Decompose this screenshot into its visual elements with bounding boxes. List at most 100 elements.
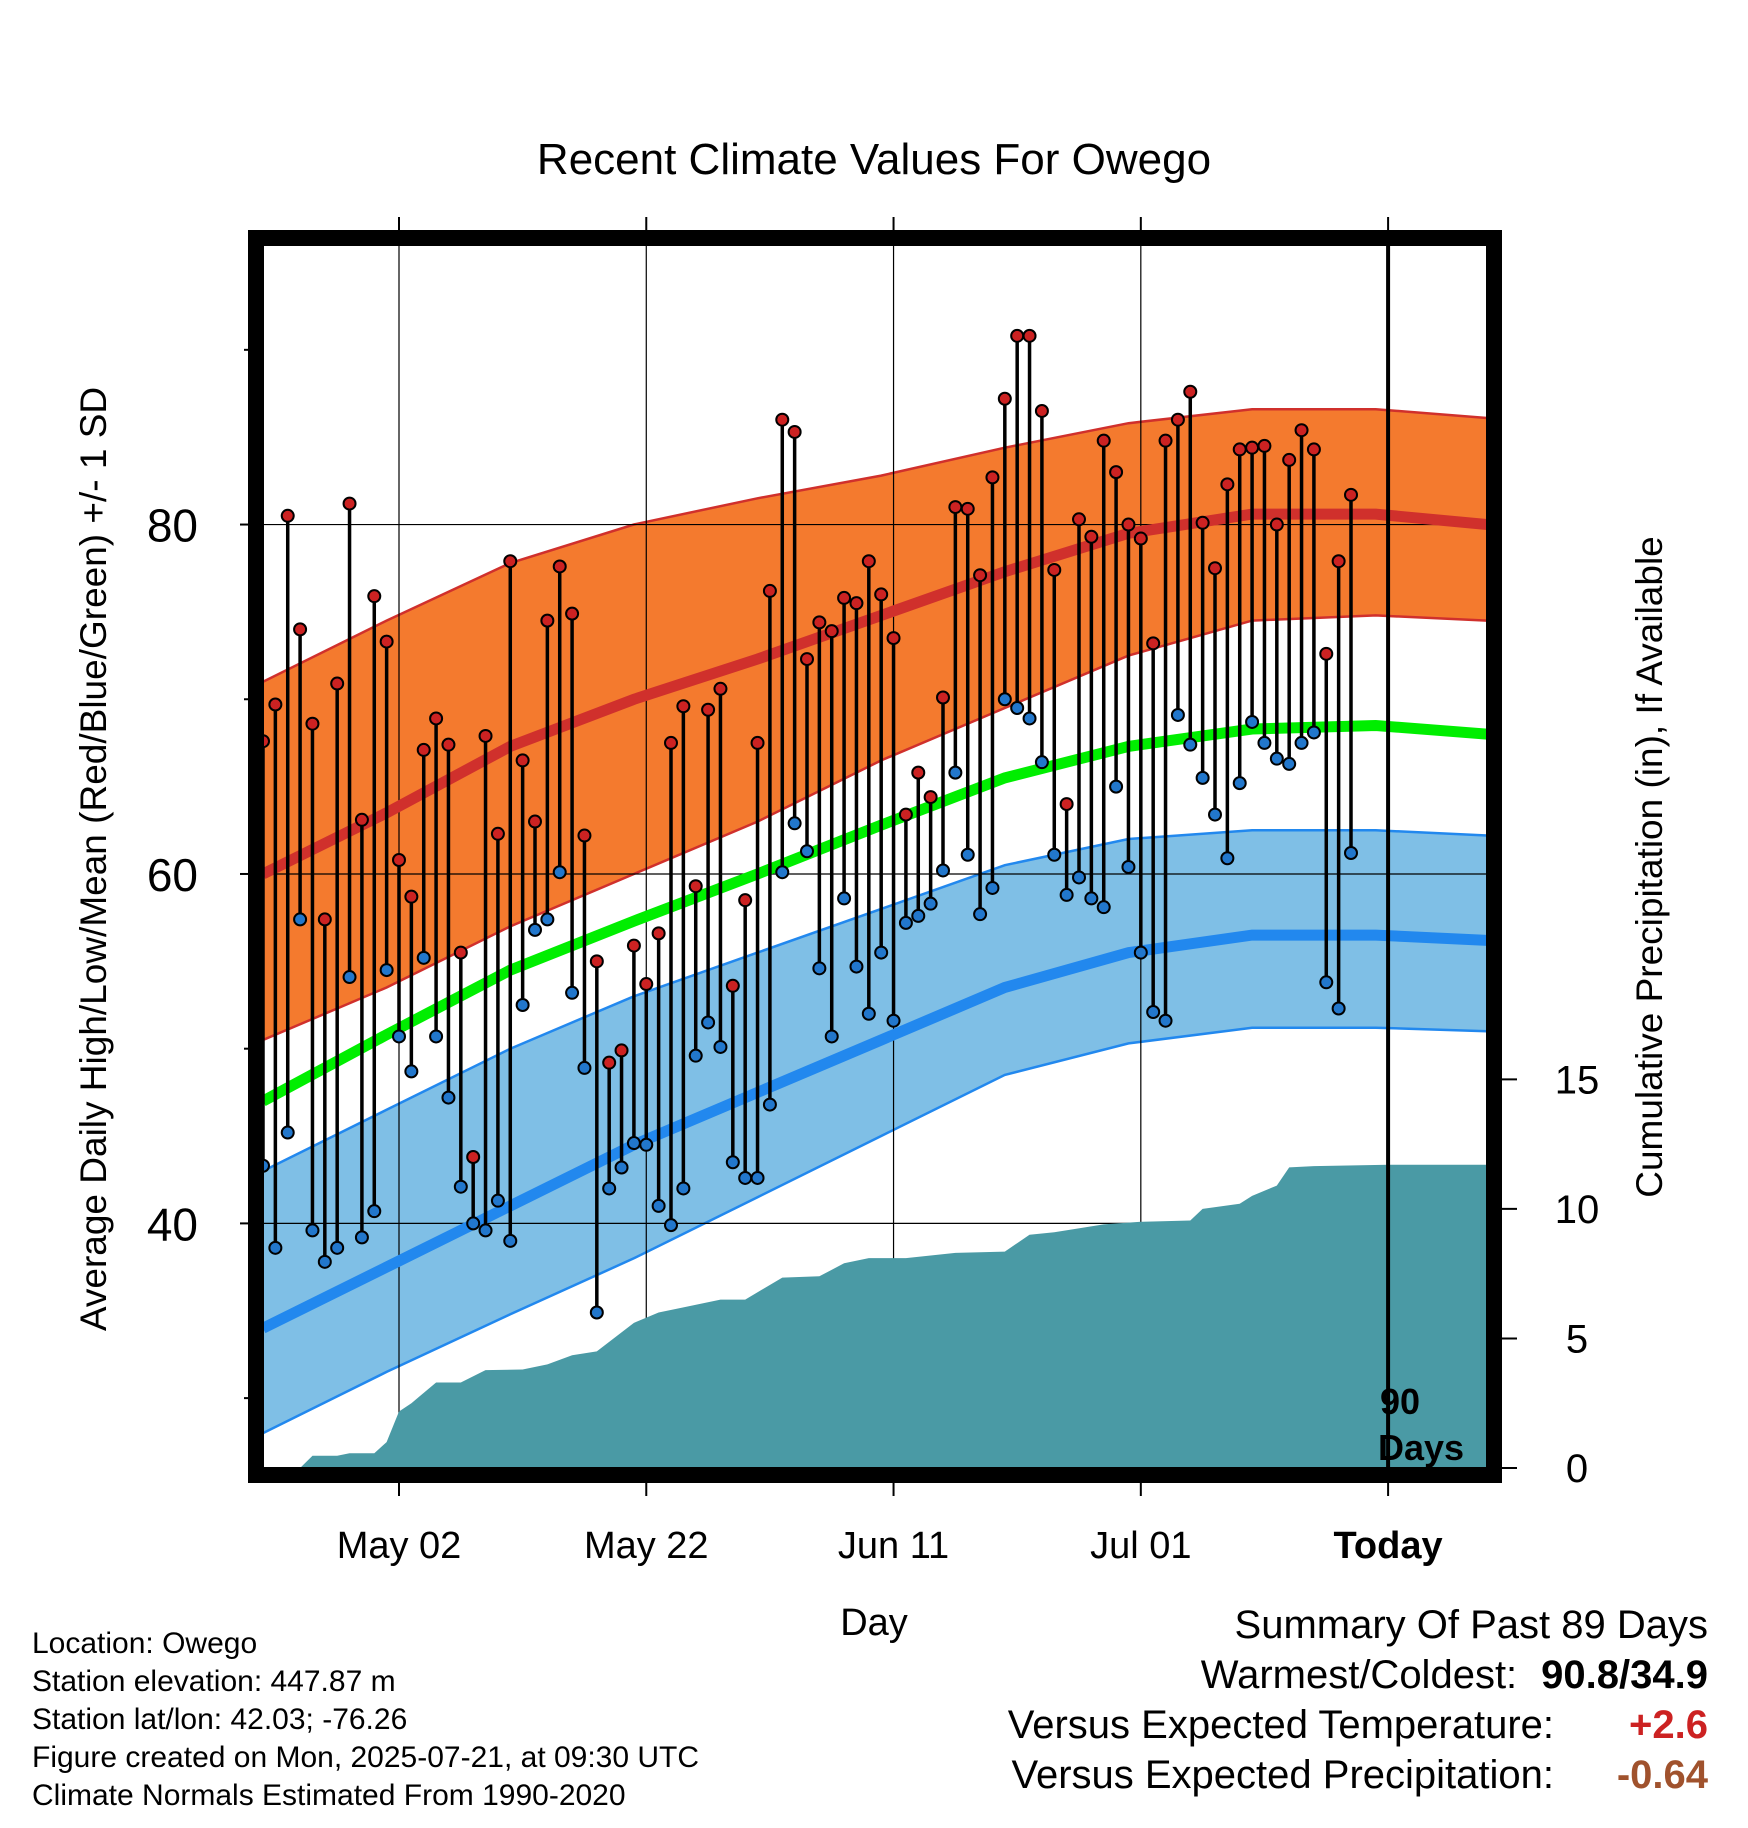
daily-low-point [1357,0,1369,6]
daily-low-point [429,1029,444,1044]
daily-low-point [1370,0,1382,6]
daily-low-point [1208,807,1222,822]
daily-low-point [453,1179,468,1194]
daily-low-point [651,1198,666,1213]
daily-high-point [528,814,542,829]
daily-low-point [577,1060,592,1075]
info-created: Figure created on Mon, 2025-07-21, at 09… [32,1741,700,1774]
daily-low-point [490,1193,505,1208]
daily-high-point [1158,433,1173,448]
daily-high-point [1072,512,1086,527]
daily-low-point [1146,1004,1161,1019]
daily-low-point [1232,776,1247,791]
daily-low-point [280,1125,295,1140]
daily-high-point [1319,646,1334,661]
daily-low-point [330,1240,345,1255]
daily-low-point [824,1029,839,1044]
daily-high-point [936,690,950,705]
daily-low-point [923,896,938,911]
daily-high-point [1370,0,1382,6]
daily-low-point [441,1090,456,1105]
summary-panel: Summary Of Past 89 Days Warmest/Coldest:… [1008,1600,1708,1800]
daily-low-point [1319,975,1334,990]
low-sd-band [263,830,1487,1434]
daily-low-point [293,912,308,927]
y2-tick-label: 0 [1566,1447,1588,1491]
daily-low-point [614,1160,629,1175]
y-axis-label: Average Daily High/Low/Mean (Red/Blue/Gr… [73,387,114,1331]
daily-high-point [688,879,703,894]
daily-low-point [1034,755,1049,770]
daily-high-point [812,615,827,630]
daily-high-point [453,945,468,960]
daily-high-point [1257,438,1272,453]
daily-low-point [1096,900,1111,915]
daily-low-point [392,1029,406,1044]
daily-high-point [1109,465,1124,480]
daily-low-point [416,950,431,965]
daily-low-point [367,1204,382,1219]
y-tick-label: 60 [147,849,198,901]
daily-high-point [305,716,320,731]
daily-high-point [973,568,988,583]
warmest-coldest-value: 90.8/34.9 [1541,1653,1708,1697]
daily-high-point [614,1043,629,1058]
daily-high-point [490,826,505,841]
daily-low-point [898,915,913,930]
daily-high-point [330,676,345,691]
daily-low-point [639,1137,654,1152]
daily-low-point [1022,711,1037,726]
plot-frame [248,230,1502,1483]
daily-low-point [354,1230,369,1245]
daily-low-point [738,1170,753,1185]
daily-high-point [738,893,753,908]
daily-high-point [429,711,444,726]
daily-high-point [1220,477,1235,492]
daily-low-point [1306,725,1321,740]
daily-low-point [515,998,530,1013]
daily-high-point [762,583,777,598]
daily-high-point [540,613,555,628]
x-tick-label: Jun 11 [838,1525,949,1567]
daily-high-point [1022,328,1037,343]
daily-low-point [404,1064,419,1079]
daily-high-point [1344,487,1358,502]
y-tick-label: 40 [147,1198,198,1250]
daily-high-point [268,697,283,712]
daily-low-point [1220,851,1235,866]
daily-low-point [1158,1013,1173,1028]
daily-low-point [775,865,790,880]
daily-high-point [1084,529,1099,544]
daily-low-point [1059,887,1074,902]
info-location: Location: Owego [32,1627,258,1660]
daily-high-point [985,470,1000,485]
daily-high-point [713,681,728,696]
daily-high-point [1034,403,1049,418]
daily-low-point [985,880,1000,895]
daily-high-point [1133,531,1148,546]
daily-high-point [997,391,1012,406]
daily-high-point [1059,797,1074,812]
info-normals: Climate Normals Estimated From 1990-2020 [32,1779,626,1812]
daily-low-point [1183,737,1198,752]
daily-low-point [565,985,580,1000]
daily-high-point [701,702,716,717]
precip-departure-value: -0.64 [1616,1753,1708,1797]
daily-high-point [1357,0,1369,6]
daily-high-point [775,412,790,427]
daily-low-point [317,1254,332,1269]
daily-high-point [552,559,567,574]
y2-tick-label: 15 [1555,1058,1600,1102]
daily-high-point [861,554,876,569]
daily-high-point [367,589,382,604]
daily-low-point [602,1181,617,1196]
y-tick-label: 80 [147,500,198,552]
daily-high-point [379,634,394,649]
station-info: Location: Owego Station elevation: 447.8… [32,1625,699,1815]
daily-high-point [1195,515,1210,530]
daily-high-point [404,889,419,904]
daily-high-point [1146,636,1161,651]
daily-low-point [1047,847,1062,862]
high-plus-sd-edge [263,407,1487,683]
daily-high-point [565,606,580,621]
